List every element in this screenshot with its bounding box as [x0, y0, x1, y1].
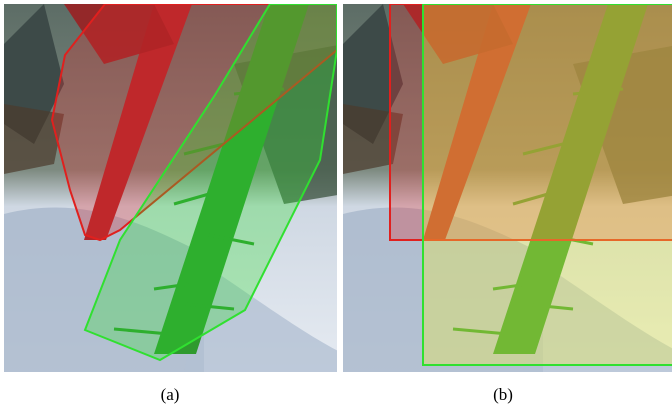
figure: (a) (b): [0, 0, 672, 413]
caption: (b): [493, 385, 513, 404]
panel-b-image: [343, 4, 672, 372]
caption: (a): [161, 385, 180, 404]
panel-a-image: [4, 4, 344, 372]
